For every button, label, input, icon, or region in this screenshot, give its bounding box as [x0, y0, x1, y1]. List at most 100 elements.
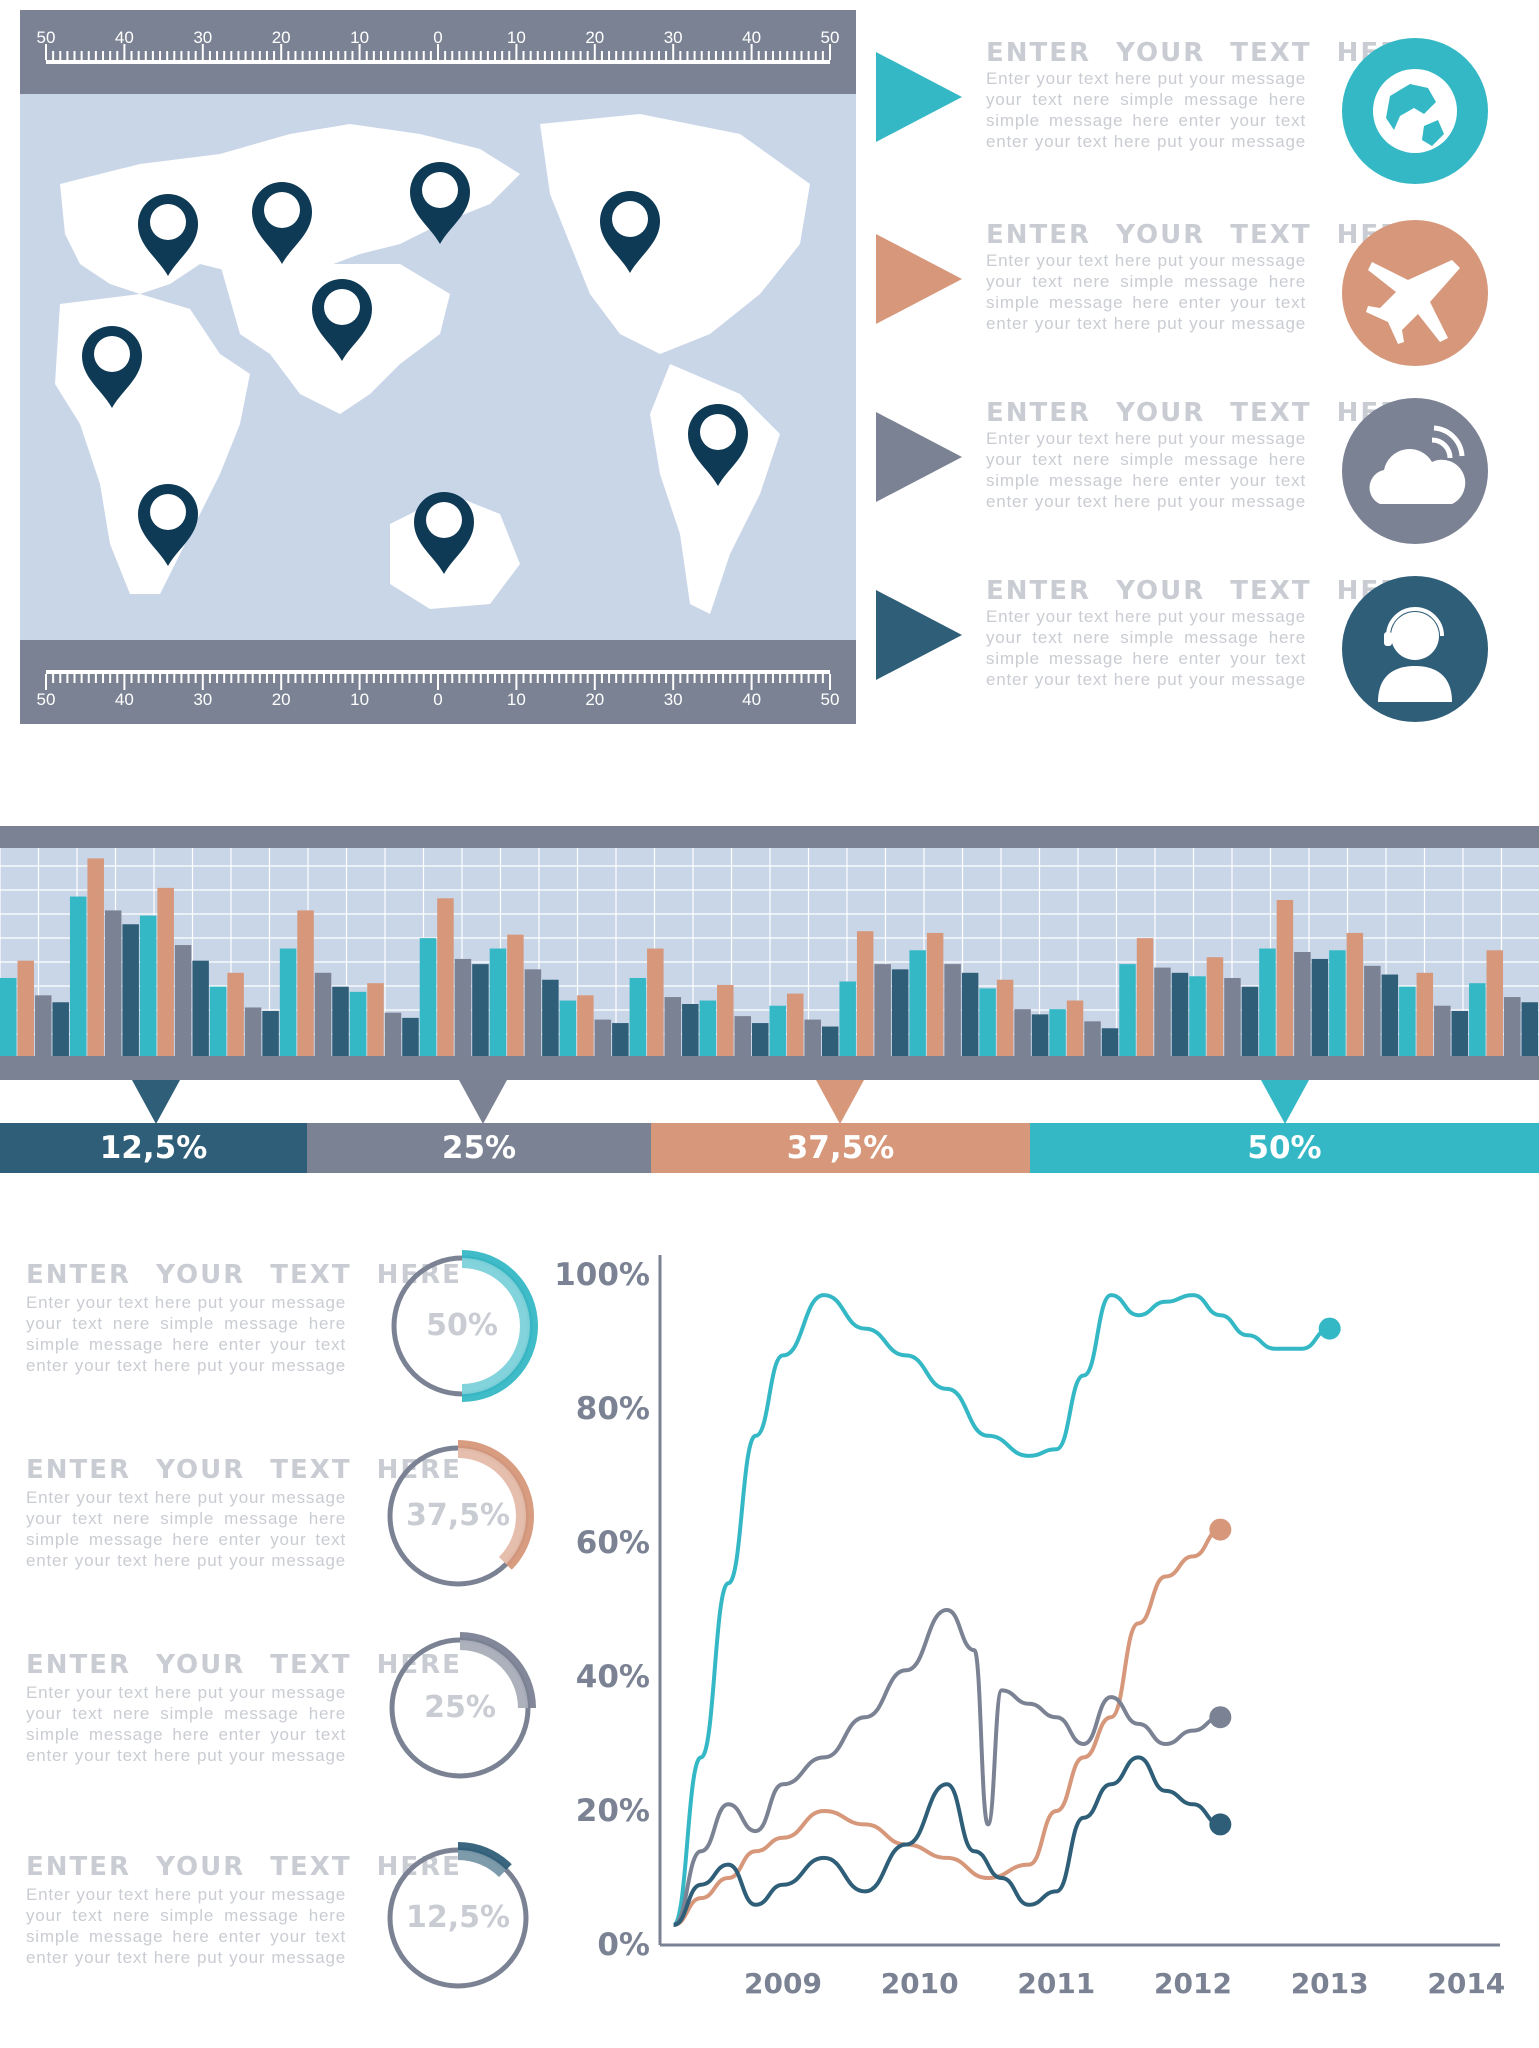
ruler-tick: [536, 51, 539, 60]
ruler-tick: [66, 674, 69, 683]
ruler-tick: [45, 44, 47, 60]
location-pin-icon[interactable]: [600, 191, 660, 273]
ruler-tick: [657, 674, 660, 683]
bar: [1346, 932, 1364, 1056]
ruler-tick: [308, 674, 311, 683]
ruler-tick: [322, 51, 325, 60]
ruler-tick: [494, 51, 497, 60]
percent-pointer: [816, 1080, 864, 1124]
ruler-tick: [814, 674, 817, 683]
ruler-tick: [301, 51, 304, 60]
bar: [367, 983, 384, 1056]
ruler-tick: [622, 51, 625, 60]
bar: [1084, 1021, 1101, 1056]
airplane-icon[interactable]: [1340, 218, 1490, 368]
donut-label: 25%: [424, 1690, 496, 1725]
globe-icon[interactable]: [1340, 36, 1490, 186]
location-pin-icon[interactable]: [414, 492, 474, 574]
ruler-tick: [73, 674, 76, 683]
x-tick-label: 2010: [880, 1967, 959, 2000]
ruler-tick: [408, 674, 411, 683]
ruler-tick: [123, 44, 126, 60]
ruler-tick: [315, 51, 318, 60]
ruler-tick: [237, 51, 240, 60]
series-line: [671, 1293, 1331, 1927]
bar: [1329, 950, 1346, 1056]
ruler-label: 10: [506, 28, 526, 47]
ruler-tick: [265, 51, 268, 60]
ruler-tick: [629, 51, 632, 60]
donut-arc-highlight: [458, 1448, 526, 1565]
ruler-tick: [650, 51, 653, 60]
x-tick-label: 2014: [1427, 1967, 1506, 2000]
ruler-tick: [771, 674, 774, 683]
cloud-signal-icon[interactable]: [1340, 396, 1490, 546]
bar-chart-top-band: [0, 826, 1539, 848]
ruler-tick: [45, 674, 47, 690]
ruler-tick: [722, 674, 725, 683]
donut: [389, 1632, 536, 1779]
ruler-tick: [750, 674, 753, 690]
pointer-triangle: [876, 590, 962, 680]
ruler-tick: [458, 674, 461, 683]
bar: [52, 1002, 69, 1056]
ruler-tick: [59, 51, 62, 60]
ruler-tick: [401, 674, 404, 683]
ruler-tick: [137, 674, 140, 683]
ruler-tick: [429, 674, 432, 683]
location-pin-icon[interactable]: [138, 194, 198, 276]
location-pin-icon[interactable]: [410, 162, 470, 244]
ruler-tick: [636, 51, 639, 60]
location-pin-icon[interactable]: [252, 182, 312, 264]
bar: [1241, 986, 1259, 1056]
bar: [699, 1000, 717, 1056]
bar: [717, 984, 734, 1056]
ruler-tick: [629, 674, 632, 683]
bar: [139, 915, 157, 1056]
ruler-tick: [529, 674, 532, 683]
left-card-body: Enter your text here put your message yo…: [26, 1488, 346, 1570]
x-tick-label: 2013: [1290, 1967, 1369, 2000]
ruler-tick: [508, 674, 511, 683]
ruler-tick: [807, 51, 810, 60]
bar: [227, 972, 244, 1056]
bar-chart-panel: [0, 826, 1539, 1080]
ruler-tick: [643, 51, 646, 60]
ruler-tick: [415, 674, 418, 683]
location-pin-icon[interactable]: [138, 484, 198, 566]
bar-chart: [0, 848, 1539, 1080]
ruler-tick: [479, 674, 482, 683]
ruler-tick: [793, 674, 796, 683]
card-body: Enter your text here put your message yo…: [986, 69, 1306, 151]
left-card-title: ENTER YOUR TEXT HERE: [26, 1650, 462, 1680]
bar: [297, 910, 314, 1056]
ruler-tick: [87, 674, 90, 683]
y-tick-label: 80%: [575, 1391, 650, 1427]
ruler-tick: [358, 44, 361, 60]
percent-bar: 12,5%: [0, 1123, 307, 1173]
left-card-body: Enter your text here put your message yo…: [26, 1293, 346, 1375]
ruler-tick: [116, 674, 119, 683]
ruler-label: 50: [36, 28, 56, 47]
ruler-tick: [686, 674, 689, 683]
location-pin-icon[interactable]: [312, 279, 372, 361]
ruler-tick: [401, 51, 404, 60]
bar: [891, 969, 909, 1056]
ruler-tick: [337, 674, 340, 683]
location-pin-icon[interactable]: [82, 326, 142, 408]
ruler-tick: [358, 674, 361, 690]
ruler-tick: [102, 674, 105, 683]
ruler-tick: [109, 51, 112, 60]
percent-pointer: [1261, 1080, 1309, 1124]
world-map-panel: 50 40 30 20 10 0 10 20 30 40 50 50 40 30 20 10 0 10 20 30 4…: [20, 10, 856, 724]
location-pin-icon[interactable]: [688, 404, 748, 486]
ruler-tick: [465, 674, 468, 683]
headset-user-icon[interactable]: [1340, 574, 1490, 724]
ruler-tick: [722, 51, 725, 60]
ruler-tick: [137, 51, 140, 60]
ruler-tick: [230, 51, 233, 60]
ruler-tick: [472, 674, 475, 683]
ruler-tick: [187, 51, 190, 60]
ruler-tick: [330, 674, 333, 683]
ruler-label: 30: [663, 28, 683, 47]
